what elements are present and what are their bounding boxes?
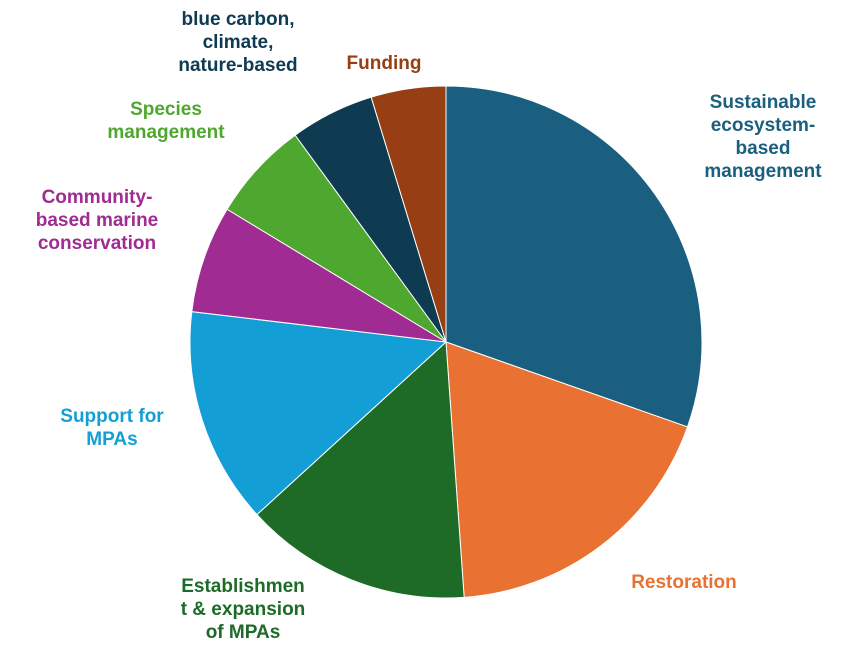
pie-slices (189, 85, 703, 599)
label-restoration: Restoration (631, 572, 737, 593)
label-blue-carbon-climate-nature-based: blue carbon, climate, nature-based (178, 9, 298, 76)
pie-slice-3 (189, 311, 448, 516)
pie-slice-4 (191, 208, 447, 343)
pie-slice-2 (256, 340, 465, 599)
label-species-management: Species management (107, 99, 225, 143)
label-establishment-expansion-of-mpas: Establishmen t & expansion of MPAs (180, 576, 306, 643)
label-support-for-mpas: Support for MPAs (60, 406, 164, 450)
pie-slice-1 (445, 341, 689, 598)
pie-slice-0 (445, 85, 703, 428)
label-sustainable-ecosystem-based-management: Sustainable ecosystem- based management (704, 92, 822, 182)
pie-slice-7 (370, 85, 447, 343)
label-funding: Funding (346, 53, 422, 74)
label-community-based-marine-conservation: Community- based marine conservation (35, 187, 159, 254)
